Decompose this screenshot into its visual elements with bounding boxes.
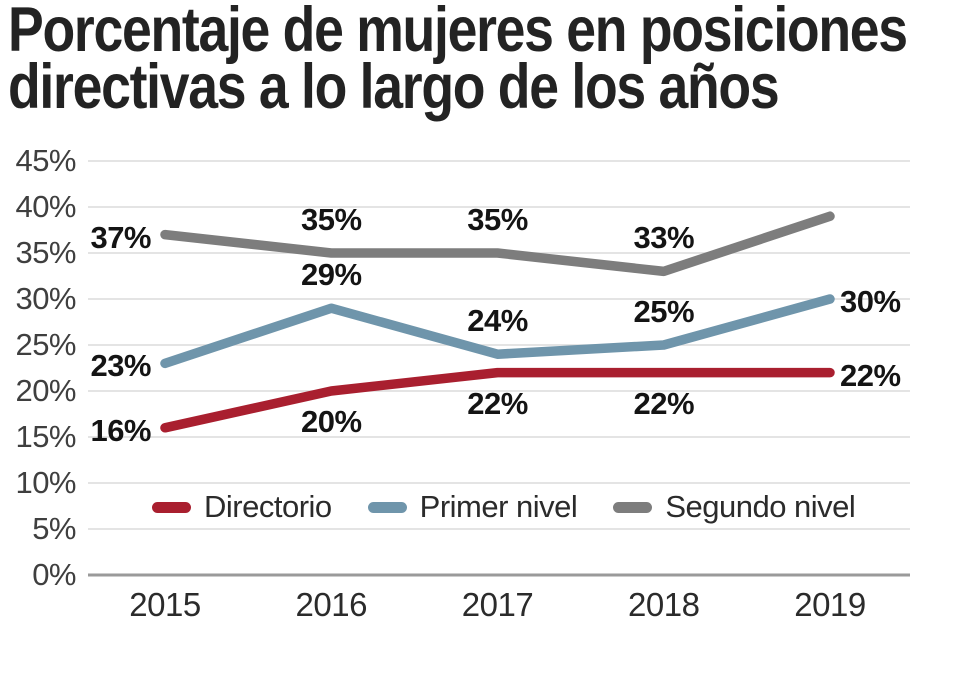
data-label: 22% [633, 385, 695, 421]
data-label: 16% [90, 412, 151, 448]
data-label: 20% [300, 404, 362, 439]
y-tick-label: 5% [32, 511, 76, 546]
series-line-directorio [160, 367, 835, 433]
x-tick-label: 2016 [295, 586, 368, 623]
legend-swatch-icon [152, 501, 191, 513]
legend-item-primer-nivel: Primer nivel [367, 489, 578, 525]
legend: Directorio Primer nivel Segundo nivel [152, 489, 856, 525]
data-label: 23% [90, 348, 151, 384]
legend-label: Directorio [204, 489, 332, 524]
legend-swatch-icon [613, 501, 653, 513]
data-label: 25% [633, 294, 695, 329]
y-tick-label: 45% [15, 143, 76, 178]
chart-title-line-1: Porcentaje de mujeres en posiciones [8, 0, 908, 65]
data-label: 30% [840, 284, 901, 319]
y-tick-label: 35% [15, 235, 76, 270]
x-tick-label: 2017 [461, 586, 534, 623]
y-tick-label: 25% [15, 327, 76, 362]
data-label: 22% [840, 357, 901, 393]
data-label: 29% [300, 257, 362, 293]
y-tick-label: 40% [15, 189, 76, 224]
data-label: 33% [633, 220, 695, 256]
series-line-segundo-nivel [160, 211, 835, 277]
legend-label: Segundo nivel [665, 489, 856, 524]
y-tick-label: 20% [15, 373, 76, 408]
x-tick-label: 2019 [794, 586, 866, 623]
data-label: 37% [90, 219, 151, 255]
legend-item-directorio: Directorio [152, 489, 332, 525]
y-tick-label: 30% [15, 281, 76, 316]
y-tick-label: 15% [15, 419, 76, 454]
legend-label: Primer nivel [419, 489, 578, 524]
data-label: 24% [467, 303, 528, 339]
x-tick-label: 2015 [129, 586, 201, 623]
data-label: 35% [467, 202, 528, 237]
data-label: 22% [467, 385, 528, 421]
data-label: 35% [300, 202, 362, 237]
chart-title: Porcentaje de mujeres en posiciones dire… [8, 0, 908, 122]
legend-swatch-icon [367, 501, 407, 513]
series-line-primer-nivel [160, 294, 835, 369]
legend-item-segundo-nivel: Segundo nivel [613, 489, 856, 525]
y-tick-label: 10% [15, 465, 76, 500]
chart-title-line-2: directivas a lo largo de los años [8, 52, 780, 122]
x-tick-label: 2018 [628, 586, 700, 623]
y-tick-label: 0% [32, 557, 76, 592]
